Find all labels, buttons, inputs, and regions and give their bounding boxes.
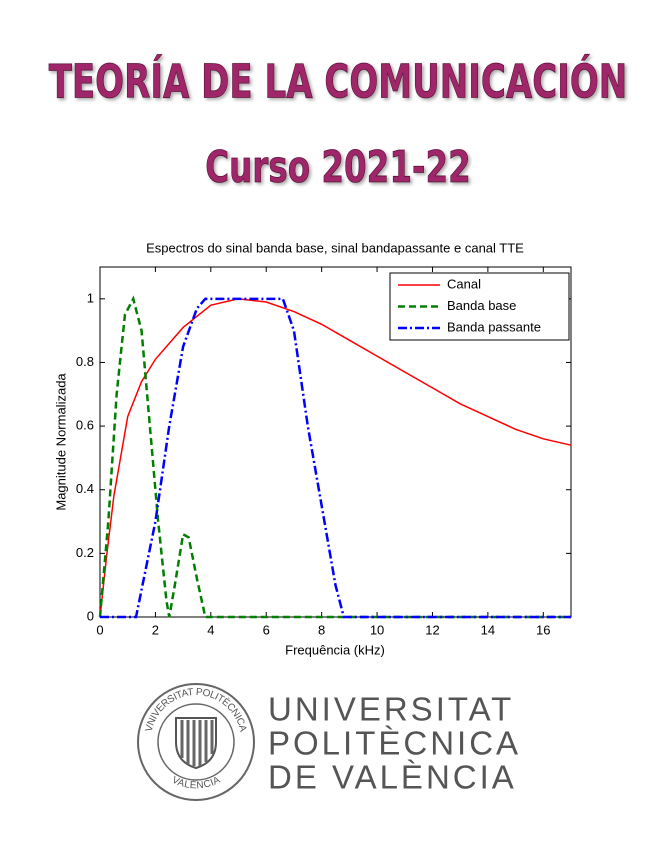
series-line: [100, 297, 571, 619]
page-subtitle: Curso 2021-22: [205, 142, 471, 193]
seal-bars: [180, 720, 214, 766]
legend-label: Banda passante: [447, 319, 541, 334]
seal-top-text: VNIVERSITAT POLITÈCNICA: [143, 687, 248, 734]
seal-bottom-text: VALÈNCIA: [170, 774, 222, 791]
x-tick-label: 6: [263, 622, 270, 637]
seal-shield: [175, 717, 217, 770]
chart: Espectros do sinal banda base, sinal ban…: [53, 240, 572, 657]
page-title: TEORÍA DE LA COMUNICACIÓN: [49, 54, 628, 109]
seal-outer: [137, 683, 255, 801]
y-axis-label: Magnitude Normalizada: [53, 373, 68, 511]
university-name-line: UNIVERSITAT: [268, 691, 514, 728]
y-tick-label: 0.2: [76, 545, 94, 560]
x-tick-label: 12: [425, 622, 439, 637]
y-tick-label: 0.8: [76, 354, 94, 369]
seal-bottom-path: VALÈNCIA: [170, 774, 222, 791]
series-line: [98, 295, 571, 619]
x-tick-label: 10: [370, 622, 384, 637]
university-logo: VNIVERSITAT POLITÈCNICA VALÈNCIA UNIVERS…: [137, 683, 521, 801]
x-tick-label: 2: [152, 622, 159, 637]
university-name-line: DE VALÈNCIA: [268, 759, 517, 796]
y-tick-label: 1: [87, 290, 94, 305]
legend-label: Canal: [447, 276, 481, 291]
y-tick-label: 0.6: [76, 418, 94, 433]
x-tick-label: 4: [207, 622, 214, 637]
chart-title: Espectros do sinal banda base, sinal ban…: [146, 240, 524, 255]
seal-top-path: VNIVERSITAT POLITÈCNICA: [143, 687, 248, 734]
legend-label: Banda base: [447, 298, 516, 313]
series-line: [99, 298, 572, 618]
y-tick-label: 0.4: [76, 481, 94, 496]
x-tick-label: 8: [318, 622, 325, 637]
x-tick-label: 16: [536, 622, 550, 637]
x-tick-label: 0: [96, 622, 103, 637]
x-tick-label: 14: [481, 622, 495, 637]
university-name-line: POLITÈCNICA: [268, 725, 521, 762]
seal-inner: [157, 703, 235, 781]
y-tick-label: 0: [87, 608, 94, 623]
x-axis-label: Frequência (kHz): [285, 642, 385, 657]
